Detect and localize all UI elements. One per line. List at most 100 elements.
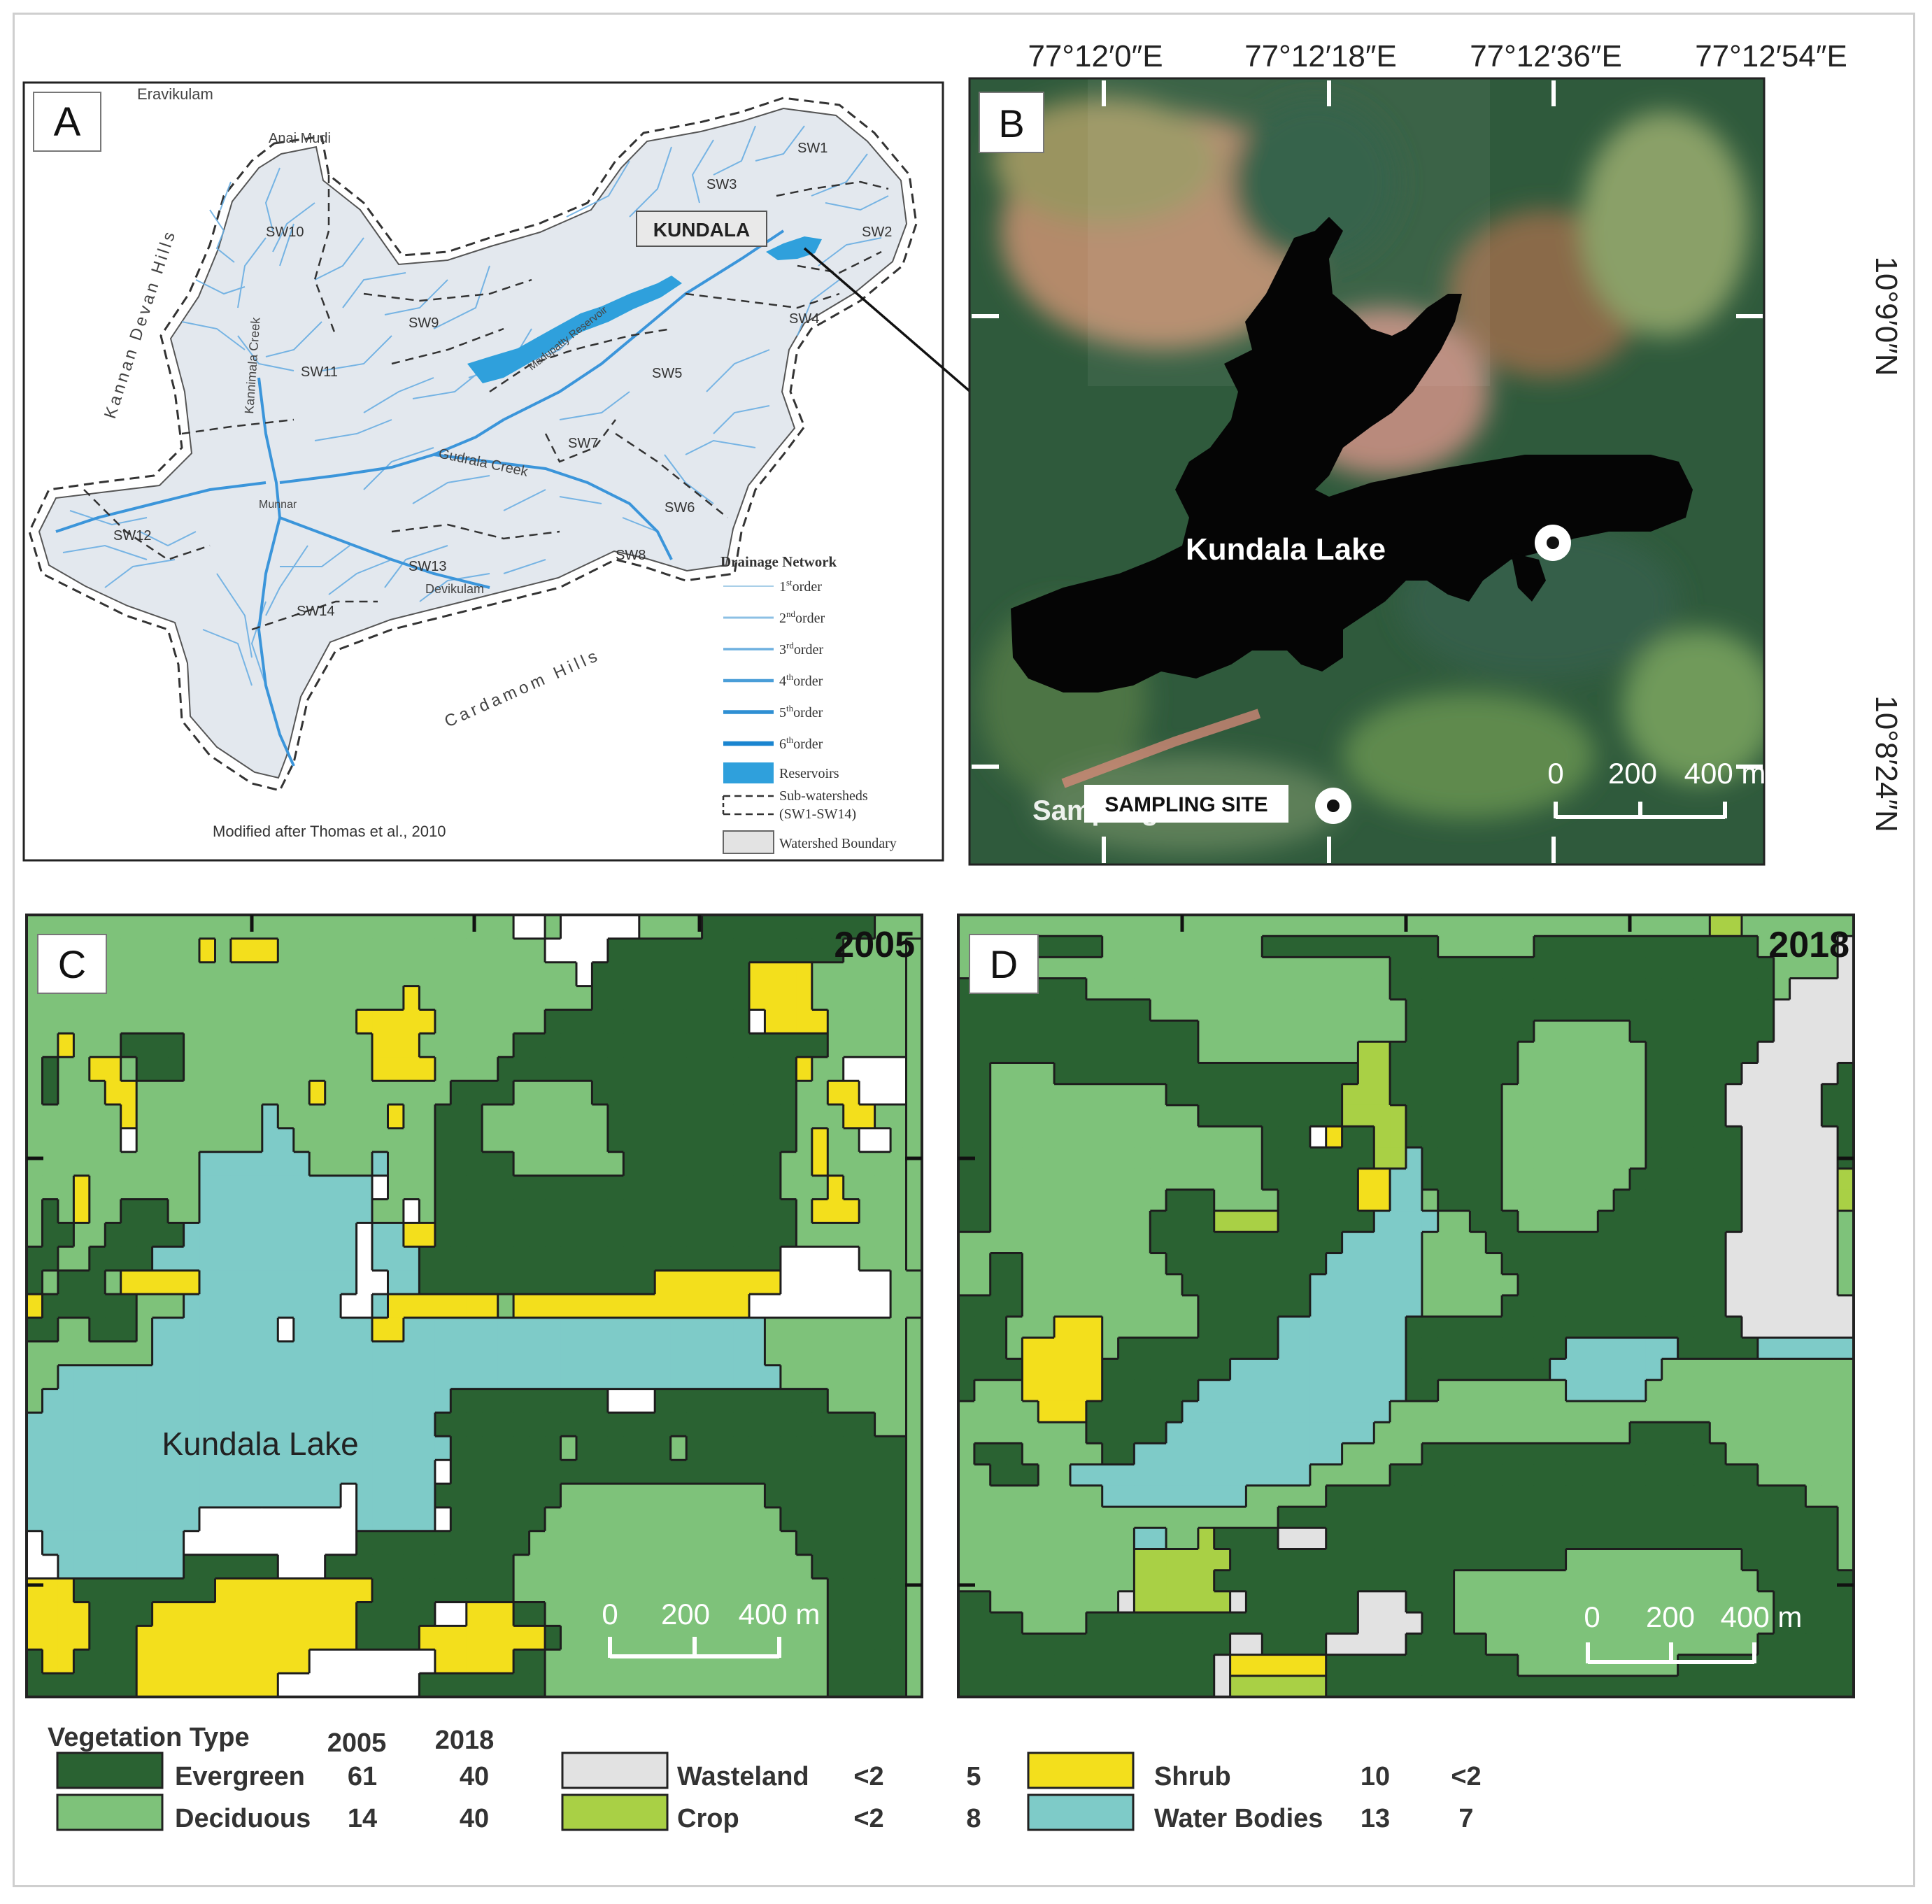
blank-cell (576, 962, 593, 987)
shrub-cell (859, 1104, 876, 1129)
water-cell (89, 1530, 106, 1556)
deciduous-cell (655, 1530, 672, 1556)
evergreen-cell (1086, 1422, 1103, 1444)
evergreen-cell (1070, 999, 1087, 1021)
deciduous-cell (718, 1673, 734, 1697)
deciduous-cell (545, 1602, 562, 1626)
evergreen-cell (670, 986, 687, 1011)
deciduous-cell (1166, 1147, 1183, 1170)
evergreen-cell (843, 1578, 860, 1603)
evergreen-cell (419, 1554, 436, 1579)
sampling-site-label-box (1084, 785, 1288, 823)
deciduous-cell (1565, 1612, 1583, 1634)
deciduous-cell (120, 1009, 137, 1034)
water-cell (199, 1484, 216, 1508)
shrub-cell (309, 1081, 326, 1105)
evergreen-cell (1421, 936, 1439, 958)
evergreen-cell (1006, 1464, 1023, 1486)
evergreen-cell (1309, 1147, 1327, 1170)
evergreen-cell (466, 1151, 483, 1177)
evergreen-cell (1533, 1675, 1551, 1697)
deciduous-cell (607, 1530, 624, 1556)
deciduous-cell (1518, 1570, 1535, 1592)
deciduous-cell (1502, 1147, 1519, 1170)
deciduous-cell (1198, 978, 1215, 1000)
evergreen-cell (1278, 1232, 1295, 1254)
deciduous-cell (183, 1151, 200, 1177)
evergreen-cell (1645, 1189, 1663, 1212)
evergreen-cell (1214, 1633, 1231, 1656)
water-cell (1342, 1253, 1359, 1275)
water-cell (419, 1436, 436, 1461)
evergreen-cell (1070, 1675, 1087, 1697)
deciduous-cell (1598, 1168, 1614, 1191)
evergreen-cell (1182, 1337, 1199, 1360)
evergreen-cell (1549, 1337, 1567, 1360)
wasteland-cell (1214, 1654, 1231, 1677)
evergreen-cell (1710, 1675, 1726, 1697)
water-cell (152, 1460, 169, 1484)
evergreen-cell (1726, 1337, 1742, 1360)
vegetation-swatch-evergreen (56, 1752, 164, 1789)
evergreen-cell (1309, 1211, 1327, 1232)
evergreen-cell (1645, 1021, 1663, 1042)
deciduous-cell (828, 1317, 844, 1342)
water-cell (372, 1246, 389, 1271)
water-cell (199, 1270, 216, 1295)
evergreen-cell (1198, 1211, 1215, 1232)
evergreen-cell (513, 1223, 530, 1247)
deciduous-cell (780, 1530, 797, 1556)
deciduous-cell (1134, 957, 1151, 979)
deciduous-cell (1693, 1379, 1710, 1402)
evergreen-cell (796, 1484, 813, 1508)
deciduous-cell (1549, 1633, 1567, 1656)
deciduous-cell (1118, 1189, 1135, 1212)
shrub-cell (482, 1649, 499, 1674)
deciduous-cell (828, 1104, 844, 1129)
evergreen-cell (1677, 1189, 1695, 1212)
evergreen-cell (1070, 1042, 1087, 1064)
evergreen-cell (843, 1602, 860, 1626)
evergreen-cell (1710, 1295, 1726, 1317)
water-cell (356, 1365, 373, 1390)
deciduous-cell (958, 1528, 975, 1550)
evergreen-cell (1838, 1126, 1854, 1148)
water-cell (309, 1199, 326, 1224)
shrub-cell (388, 1057, 404, 1081)
water-cell (262, 1175, 278, 1200)
evergreen-cell (1677, 1295, 1695, 1317)
deciduous-cell (828, 1057, 844, 1081)
evergreen-cell (1182, 1274, 1199, 1296)
deciduous-cell (811, 1223, 828, 1247)
crop-cell (1726, 915, 1742, 937)
water-cell (765, 1365, 781, 1390)
deciduous-cell (843, 938, 860, 963)
crop-cell (1150, 1570, 1167, 1592)
deciduous-cell (529, 1081, 546, 1105)
deciduous-cell (1630, 1063, 1647, 1085)
deciduous-cell (27, 1033, 43, 1058)
shrub-cell (73, 1602, 90, 1626)
evergreen-cell (655, 1460, 672, 1484)
evergreen-cell (1437, 1591, 1455, 1613)
evergreen-cell (1565, 1507, 1583, 1528)
evergreen-cell (1549, 1464, 1567, 1486)
deciduous-cell (765, 1317, 781, 1342)
water-cell (57, 1460, 74, 1484)
water-cell (168, 1484, 185, 1508)
evergreen-cell (120, 1246, 137, 1271)
blank-cell (780, 1270, 797, 1295)
deciduous-cell (1038, 1316, 1055, 1338)
evergreen-cell (874, 1554, 891, 1579)
deciduous-cell (859, 1388, 876, 1414)
deciduous-cell (1118, 936, 1135, 958)
water-cell (73, 1460, 90, 1484)
deciduous-cell (1006, 1591, 1023, 1613)
deciduous-cell (686, 1673, 703, 1697)
water-cell (372, 1460, 389, 1484)
deciduous-cell (1150, 1168, 1167, 1191)
evergreen-cell (1182, 1084, 1199, 1106)
evergreen-cell (811, 1530, 828, 1556)
water-cell (482, 1317, 499, 1342)
deciduous-cell (1134, 936, 1151, 958)
